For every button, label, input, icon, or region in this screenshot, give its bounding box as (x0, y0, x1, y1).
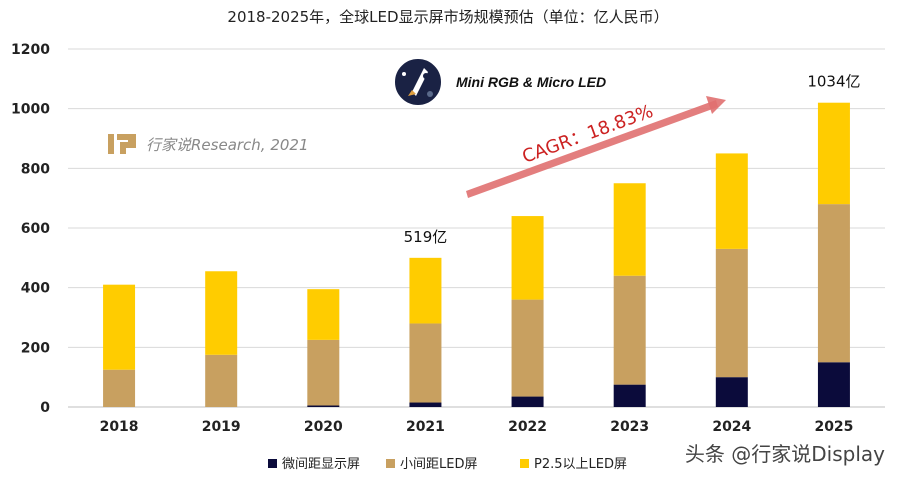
bar-2023-series-1 (613, 275, 646, 385)
brand-logo (108, 134, 136, 154)
y-tick-label: 1200 (11, 42, 50, 58)
brand-logo-bar (108, 134, 114, 154)
bar-2018-series-1 (103, 369, 136, 407)
bar-2023-series-2 (613, 183, 646, 276)
bar-2021-series-2 (409, 257, 442, 324)
x-tick-label: 2023 (610, 419, 649, 435)
x-tick-label: 2020 (304, 419, 343, 435)
bar-2020-series-1 (307, 339, 340, 406)
x-tick-label: 2018 (100, 419, 139, 435)
bars (103, 102, 850, 407)
x-tick-label: 2022 (508, 419, 547, 435)
bar-2025-series-1 (817, 204, 850, 363)
bar-2019-series-1 (205, 354, 238, 407)
x-tick-label: 2019 (202, 419, 241, 435)
x-tick-label: 2024 (712, 419, 751, 435)
watermark-brand: 行家说Research, 2021 (146, 136, 309, 154)
gridlines (68, 48, 885, 408)
bar-2020-series-0 (307, 405, 340, 407)
badge-text: Mini RGB & Micro LED (456, 74, 606, 90)
bar-2018-series-2 (103, 284, 136, 370)
annotations: 519亿 1034亿 (404, 73, 861, 246)
cagr-arrow (466, 96, 726, 198)
y-tick-label: 400 (21, 281, 50, 297)
bar-2021-series-1 (409, 323, 442, 403)
bar-2019-series-2 (205, 271, 238, 355)
legend-label-2: P2.5以上LED屏 (534, 457, 627, 472)
legend-swatch-1 (386, 459, 395, 468)
legend-swatch-2 (520, 459, 529, 468)
bar-2024-series-0 (715, 377, 748, 407)
bar-2025-series-2 (817, 102, 850, 205)
x-axis-ticks: 2018 2019 2020 2021 2022 2023 2024 2025 (100, 419, 854, 435)
chart-title: 2018-2025年，全球LED显示屏市场规模预估（单位：亿人民币） (227, 8, 668, 26)
annotation-2025: 1034亿 (807, 73, 860, 91)
rocket-icon (393, 57, 443, 107)
bar-2022-series-1 (511, 299, 544, 397)
bar-2025-series-0 (817, 362, 850, 407)
legend-label-0: 微间距显示屏 (282, 457, 360, 472)
y-tick-label: 200 (21, 340, 50, 356)
legend-label-1: 小间距LED屏 (400, 457, 477, 472)
footer-watermark: 头条 @行家说Display (685, 442, 885, 466)
x-tick-label: 2021 (406, 419, 445, 435)
bar-2021-series-0 (409, 402, 442, 407)
bar-2022-series-2 (511, 216, 544, 300)
bar-2022-series-0 (511, 396, 544, 407)
y-tick-label: 600 (21, 221, 50, 237)
brand-logo-shape (117, 134, 136, 154)
bar-2020-series-2 (307, 289, 340, 340)
bar-2024-series-1 (715, 248, 748, 378)
legend-swatch-0 (268, 459, 277, 468)
y-axis-ticks: 0 200 400 600 800 1000 1200 (11, 42, 50, 416)
annotation-2021: 519亿 (404, 228, 448, 246)
y-tick-label: 800 (21, 161, 50, 177)
bar-2023-series-0 (613, 384, 646, 407)
x-tick-label: 2025 (814, 419, 853, 435)
bar-2024-series-2 (715, 153, 748, 249)
y-tick-label: 1000 (11, 102, 50, 118)
y-tick-label: 0 (40, 400, 50, 416)
legend: 微间距显示屏 小间距LED屏 P2.5以上LED屏 (268, 457, 627, 472)
